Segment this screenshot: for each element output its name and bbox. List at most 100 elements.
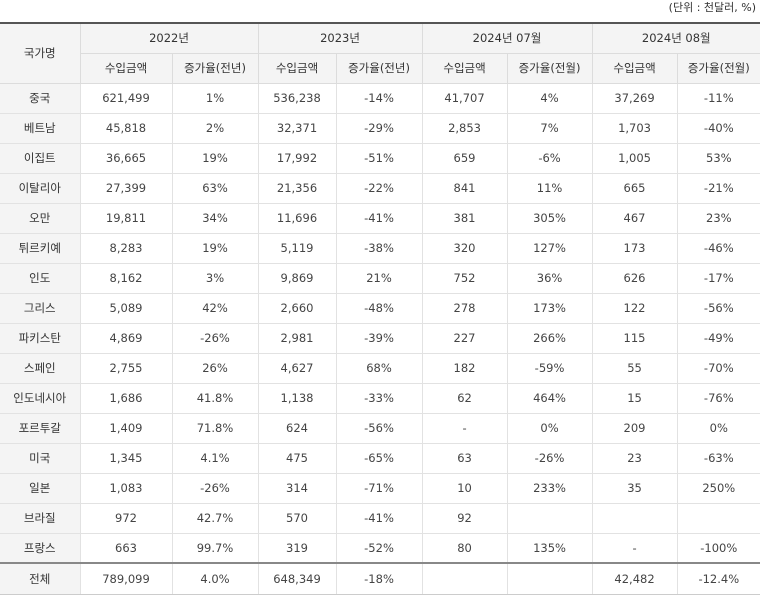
table-cell: 17,992	[257, 142, 337, 174]
table-cell: -41%	[335, 502, 423, 534]
table-cell: 1,686	[79, 382, 173, 414]
table-cell: 381	[421, 202, 508, 234]
table-cell: 27,399	[79, 172, 173, 204]
total-cell: 648,349	[257, 562, 337, 595]
table-cell: 34%	[171, 202, 259, 234]
table-cell: 314	[257, 472, 337, 504]
table-cell: 71.8%	[171, 412, 259, 444]
header-country: 국가명	[0, 22, 81, 84]
table-row: 일본 1,083 -26% 314 -71% 10 233% 35 250%	[0, 472, 760, 504]
total-cell: -12.4%	[676, 562, 760, 595]
table-cell: 752	[421, 262, 508, 294]
table-cell: 173%	[506, 292, 593, 324]
table-cell: -51%	[335, 142, 423, 174]
header-period-2022: 2022년	[79, 22, 259, 54]
table-cell: 15	[591, 382, 678, 414]
table-row: 프랑스 663 99.7% 319 -52% 80 135% - -100%	[0, 532, 760, 564]
table-cell: 23%	[676, 202, 760, 234]
table-cell: 2%	[171, 112, 259, 144]
country-name: 이탈리아	[0, 172, 81, 204]
total-row: 전체 789,099 4.0% 648,349 -18% 42,482 -12.…	[0, 562, 760, 595]
table-cell: 92	[421, 502, 508, 534]
table-cell	[591, 502, 678, 534]
table-cell: 127%	[506, 232, 593, 264]
table-cell: 32,371	[257, 112, 337, 144]
table-cell: -26%	[506, 442, 593, 474]
table-cell: -48%	[335, 292, 423, 324]
table-cell: 464%	[506, 382, 593, 414]
header-period-2024-07: 2024년 07월	[421, 22, 593, 54]
table-cell: -41%	[335, 202, 423, 234]
country-name: 브라질	[0, 502, 81, 534]
table-cell: 8,283	[79, 232, 173, 264]
table-cell: 7%	[506, 112, 593, 144]
table-cell: 53%	[676, 142, 760, 174]
table-row: 스페인 2,755 26% 4,627 68% 182 -59% 55 -70%	[0, 352, 760, 384]
table-cell: 1,005	[591, 142, 678, 174]
unit-note: (단위 : 천달러, %)	[668, 1, 756, 14]
total-cell	[421, 562, 508, 595]
table-cell: 37,269	[591, 82, 678, 114]
table-cell: -	[591, 532, 678, 564]
table-cell: 21%	[335, 262, 423, 294]
table-cell: 1%	[171, 82, 259, 114]
country-name: 이집트	[0, 142, 81, 174]
table-cell: 5,089	[79, 292, 173, 324]
table-cell: -56%	[676, 292, 760, 324]
table-cell: 36,665	[79, 142, 173, 174]
table-cell: 11,696	[257, 202, 337, 234]
table-cell: 21,356	[257, 172, 337, 204]
country-name: 그리스	[0, 292, 81, 324]
table-cell: -63%	[676, 442, 760, 474]
table-cell: 1,083	[79, 472, 173, 504]
country-name: 미국	[0, 442, 81, 474]
header-period-2024-08: 2024년 08월	[591, 22, 760, 54]
subheader-growth: 증가율(전년)	[335, 52, 423, 84]
table-cell: 11%	[506, 172, 593, 204]
table-cell: -38%	[335, 232, 423, 264]
table-cell: 35	[591, 472, 678, 504]
table-row: 중국 621,499 1% 536,238 -14% 41,707 4% 37,269 -11%	[0, 82, 760, 114]
table-cell: 41.8%	[171, 382, 259, 414]
table-row: 인도 8,162 3% 9,869 21% 752 36% 626 -17%	[0, 262, 760, 294]
table-cell: 63	[421, 442, 508, 474]
subheader-amount: 수입금액	[421, 52, 508, 84]
table-cell: -49%	[676, 322, 760, 354]
table-row: 튀르키예 8,283 19% 5,119 -38% 320 127% 173 -46%	[0, 232, 760, 264]
table-cell: 182	[421, 352, 508, 384]
table-cell: -71%	[335, 472, 423, 504]
table-cell: -29%	[335, 112, 423, 144]
table-cell: -52%	[335, 532, 423, 564]
import-table: 국가명 2022년 2023년 2024년 07월 2024년 08월 수입금액…	[0, 22, 760, 595]
total-cell	[506, 562, 593, 595]
table-cell: 135%	[506, 532, 593, 564]
table-cell: 320	[421, 232, 508, 264]
table-cell: -40%	[676, 112, 760, 144]
table-cell: 4,869	[79, 322, 173, 354]
table-cell: 209	[591, 412, 678, 444]
table-cell: 23	[591, 442, 678, 474]
table-cell: 624	[257, 412, 337, 444]
table-cell: 41,707	[421, 82, 508, 114]
table-cell: 19,811	[79, 202, 173, 234]
table-row: 이탈리아 27,399 63% 21,356 -22% 841 11% 665 -21%	[0, 172, 760, 204]
total-cell: 4.0%	[171, 562, 259, 595]
table-cell: 663	[79, 532, 173, 564]
table-cell: 475	[257, 442, 337, 474]
table-cell: 250%	[676, 472, 760, 504]
table-cell: 62	[421, 382, 508, 414]
table-cell: 63%	[171, 172, 259, 204]
table-cell: 841	[421, 172, 508, 204]
subheader-growth: 증가율(전월)	[676, 52, 760, 84]
table-cell: 536,238	[257, 82, 337, 114]
table-cell: 4,627	[257, 352, 337, 384]
table-cell: 570	[257, 502, 337, 534]
table-cell: 10	[421, 472, 508, 504]
table-cell: -76%	[676, 382, 760, 414]
table-cell	[506, 502, 593, 534]
table-cell: 266%	[506, 322, 593, 354]
country-name: 파키스탄	[0, 322, 81, 354]
table-row: 파키스탄 4,869 -26% 2,981 -39% 227 266% 115 -49%	[0, 322, 760, 354]
country-name: 인도	[0, 262, 81, 294]
table-cell: -21%	[676, 172, 760, 204]
